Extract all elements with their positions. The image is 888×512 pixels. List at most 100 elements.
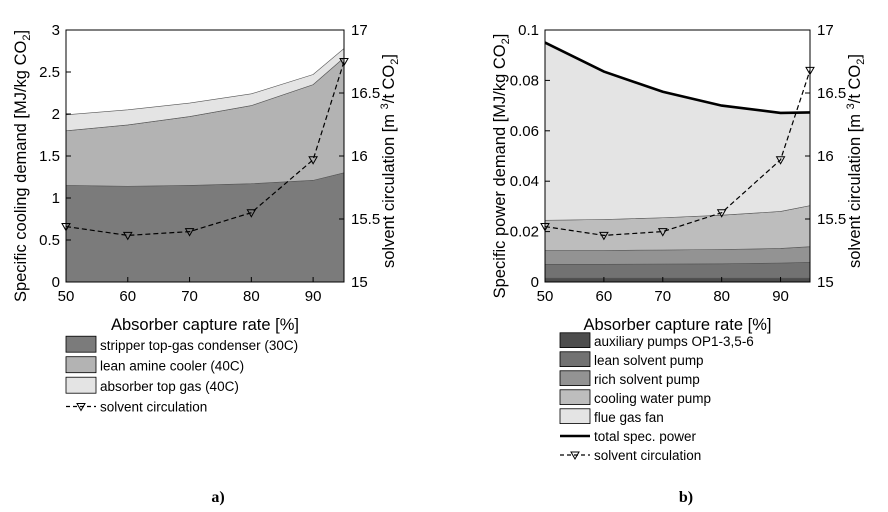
legend-swatch: [65, 376, 97, 394]
x-axis-label: Absorber capture rate [%]: [111, 316, 299, 334]
y2-axis-label: solvent circulation [m 3/t CO2]: [379, 54, 401, 268]
x-axis-label: Absorber capture rate [%]: [583, 316, 771, 334]
x-tick-label: 90: [305, 288, 322, 305]
y2-tick-label: 16.5: [817, 85, 846, 102]
y-tick-label: 0.04: [510, 173, 539, 190]
y-tick-label: 0.02: [510, 224, 539, 241]
y-axis-label: Specific cooling demand [MJ/kg CO2]: [12, 30, 33, 302]
area-lean_pump: [544, 262, 811, 279]
y-tick-label: 2.5: [39, 64, 60, 81]
x-tick-label: 90: [772, 288, 789, 305]
legend-item: auxiliary pumps OP1-3,5-6: [559, 332, 754, 349]
legend-swatch: [559, 351, 591, 367]
y-axis-label: Specific power demand [MJ/kg CO2]: [491, 34, 512, 299]
y-axis-label-part: Specific cooling demand [MJ/kg CO: [12, 41, 30, 303]
legend-label: cooling water pump: [594, 391, 711, 406]
y2-tick-label: 17: [817, 22, 834, 39]
legend-item: stripper top-gas condenser (30C): [65, 335, 298, 353]
y2-tick-label: 16.5: [351, 85, 380, 102]
y2-axis-label-part: 3: [845, 103, 857, 109]
y-tick-label: 1.5: [39, 148, 60, 165]
y2-axis-label-part: /t CO: [380, 65, 398, 104]
y2-axis-label: solvent circulation [m 3/t CO2]: [845, 54, 867, 268]
x-tick-label: 60: [596, 288, 613, 305]
legend-item: solvent circulation: [560, 448, 701, 463]
circulation-marker: [599, 231, 609, 241]
y2-tick-label: 15.5: [351, 211, 380, 228]
x-tick-label: 70: [654, 288, 671, 305]
y-axis-label-part: Specific power demand [MJ/kg CO: [491, 44, 509, 298]
legend-label: lean amine cooler (40C): [100, 359, 244, 374]
x-tick-label: 60: [119, 288, 136, 305]
y-tick-label: 0.5: [39, 232, 60, 249]
x-tick-label: 50: [58, 288, 75, 305]
legend-item: rich solvent pump: [559, 370, 700, 387]
legend-item: cooling water pump: [559, 389, 711, 406]
legend-item: solvent circulation: [66, 400, 207, 415]
y2-axis-label-part: 3: [379, 103, 391, 109]
circulation-marker: [775, 156, 786, 165]
legend-marker: [570, 451, 580, 461]
circulation-marker: [657, 228, 668, 237]
legend-item: lean solvent pump: [559, 351, 704, 368]
y-tick-label: 0.1: [518, 22, 539, 39]
circulation-line: [544, 70, 811, 236]
legend-swatch: [65, 356, 97, 374]
legend-label: total spec. power: [594, 429, 697, 444]
legend-label: solvent circulation: [100, 400, 207, 415]
legend-swatch: [65, 335, 97, 353]
circulation-marker: [716, 209, 727, 218]
legend-label: auxiliary pumps OP1-3,5-6: [594, 334, 754, 349]
circulation-marker: [308, 156, 318, 165]
legend: stripper top-gas condenser (30C) lean ami…: [65, 335, 298, 415]
x-tick-label: 50: [537, 288, 554, 305]
legend-label: solvent circulation: [594, 448, 701, 463]
circulation-marker: [122, 231, 133, 241]
x-tick-label: 70: [181, 288, 198, 305]
area-flue_fan: [544, 42, 811, 221]
y2-tick-label: 16: [351, 148, 368, 165]
legend-swatch: [559, 408, 591, 424]
chart-panel-a: 0 0.5 1 1.5 2 2.5 3 15 15.5 16 16.5 17 50 60 70 80 90 Abs…: [12, 22, 401, 506]
y-axis-label-part: 2: [500, 38, 512, 44]
chart-panel-b: 0 0.02 0.04 0.06 0.08 0.1 15 15.5 16 16.5 17 50 60 70…: [491, 22, 867, 506]
legend: auxiliary pumps OP1-3,5-6 lean solvent pu…: [559, 332, 754, 463]
legend-item: flue gas fan: [559, 408, 664, 425]
y-tick-label: 0: [52, 274, 60, 291]
y-tick-label: 0.06: [510, 123, 539, 140]
panel-label: b): [679, 489, 693, 506]
circulation-marker: [184, 228, 195, 237]
legend-label: absorber top gas (40C): [100, 379, 239, 394]
y2-axis-label-part: 2: [389, 59, 401, 65]
y2-tick-label: 15.5: [817, 211, 846, 228]
panel-label: a): [211, 489, 224, 506]
legend-item: lean amine cooler (40C): [65, 356, 244, 374]
y2-axis-label-part: ]: [380, 54, 398, 59]
y-axis-label-part: ]: [12, 30, 30, 35]
circulation-line: [65, 61, 345, 236]
legend-swatch: [559, 389, 591, 405]
x-tick-label: 80: [713, 288, 730, 305]
y2-tick-label: 15: [351, 274, 368, 291]
circulation-marker: [246, 209, 257, 218]
y2-axis-label-part: solvent circulation [m: [846, 109, 864, 268]
legend-item: absorber top gas (40C): [65, 376, 239, 394]
legend-label: flue gas fan: [594, 410, 664, 425]
y2-tick-label: 16: [817, 148, 834, 165]
y-tick-label: 1: [52, 190, 60, 207]
y2-axis-label-part: /t CO: [846, 65, 864, 104]
y2-axis-label-part: solvent circulation [m: [380, 109, 398, 268]
x-tick-label: 80: [243, 288, 260, 305]
legend-marker: [76, 403, 86, 412]
y-axis-label-part: ]: [491, 34, 509, 39]
total-power-line: [544, 41, 811, 115]
y2-axis-label-part: 2: [855, 59, 867, 65]
legend-item: total spec. power: [560, 429, 697, 444]
y-tick-label: 0.08: [510, 72, 539, 89]
y2-tick-label: 17: [351, 22, 368, 39]
legend-swatch: [559, 370, 591, 386]
y2-axis-label-part: ]: [846, 54, 864, 59]
y-tick-label: 3: [52, 22, 60, 39]
legend-swatch: [559, 332, 591, 348]
